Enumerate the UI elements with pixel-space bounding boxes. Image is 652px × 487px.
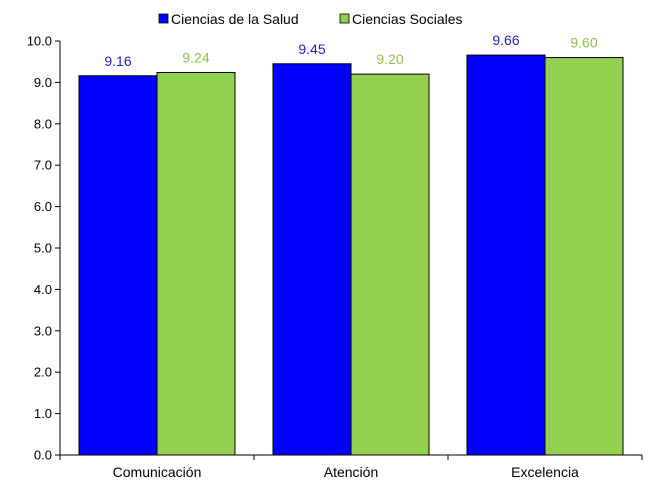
y-tick-label: 3.0 (34, 323, 52, 338)
y-tick-label: 5.0 (34, 241, 52, 256)
x-tick-label: Comunicación (113, 464, 202, 480)
data-label: 9.60 (570, 35, 597, 51)
y-tick-label: 7.0 (34, 158, 52, 173)
bar (272, 63, 352, 456)
legend-label-ciencias-salud: Ciencias de la Salud (171, 11, 299, 27)
legend-label-ciencias-sociales: Ciencias Sociales (352, 11, 463, 27)
y-tick-label: 9.0 (34, 75, 52, 90)
legend: Ciencias de la Salud Ciencias Sociales (158, 11, 463, 27)
bars (78, 54, 624, 456)
bar (466, 54, 546, 456)
data-label: 9.24 (182, 49, 209, 65)
legend-swatch-ciencias-sociales (339, 13, 350, 24)
bar (350, 73, 430, 456)
y-tick-label: 2.0 (34, 365, 52, 380)
y-tick-label: 0.0 (34, 448, 52, 463)
bar (78, 75, 158, 456)
data-label: 9.16 (104, 53, 131, 69)
x-tick-label: Excelencia (511, 464, 579, 480)
legend-swatch-ciencias-salud (158, 13, 169, 24)
y-tick-label: 4.0 (34, 282, 52, 297)
y-axis: 0.0 1.0 2.0 3.0 4.0 5.0 6.0 7.0 8.0 9.0 10.0 (27, 34, 61, 463)
data-labels: 9.16 9.45 9.66 9.24 9.20 9.60 (104, 32, 597, 69)
bar (156, 71, 236, 456)
y-tick-label: 6.0 (34, 199, 52, 214)
data-label: 9.45 (298, 41, 325, 57)
x-tick-label: Atención (324, 464, 378, 480)
y-tick-label: 8.0 (34, 116, 52, 131)
bar (544, 57, 624, 456)
x-axis: Comunicación Atención Excelencia (59, 454, 643, 480)
y-tick-label: 1.0 (34, 406, 52, 421)
data-label: 9.20 (376, 51, 403, 67)
data-label: 9.66 (492, 32, 519, 48)
y-tick-label: 10.0 (27, 34, 52, 49)
